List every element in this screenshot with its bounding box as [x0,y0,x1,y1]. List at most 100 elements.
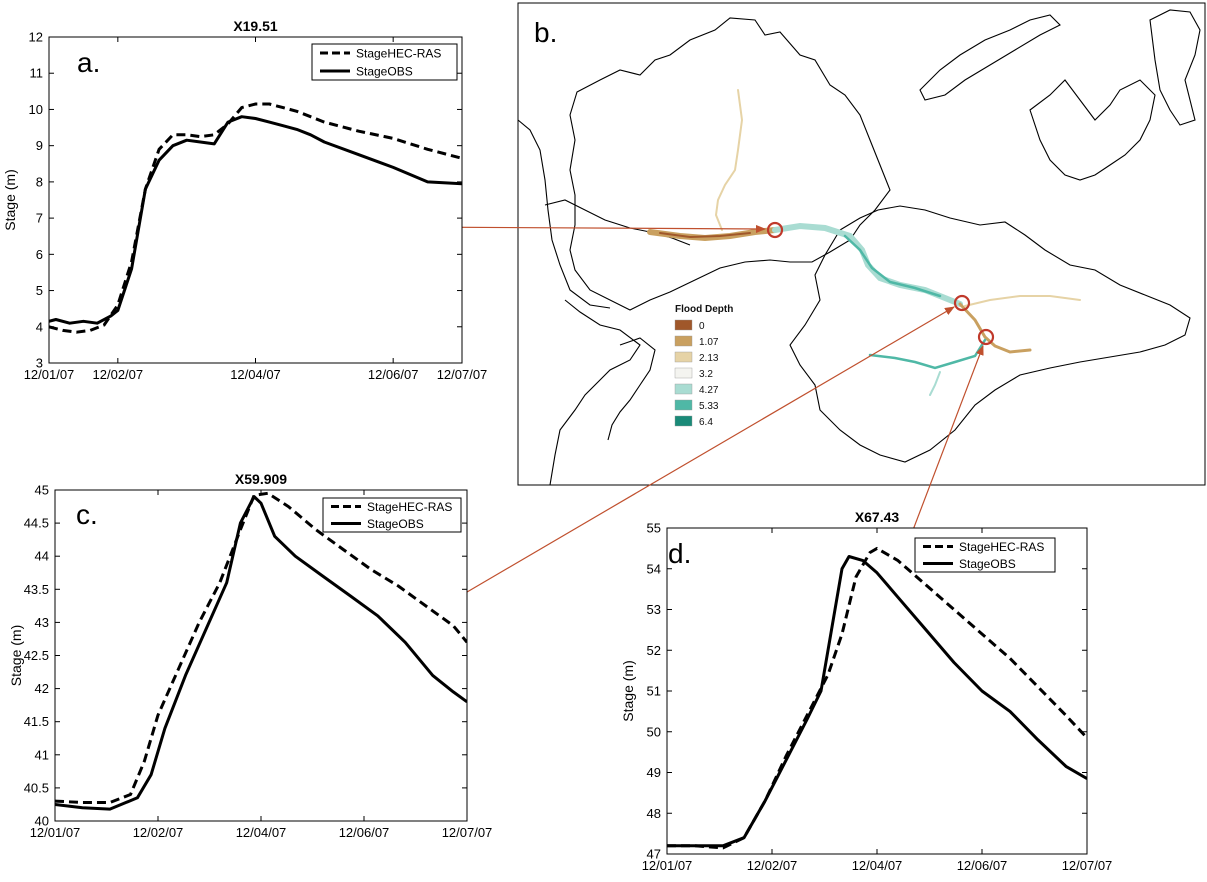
gauge-marker-x67 [977,328,995,346]
y-tick-label-d: 50 [647,724,661,739]
flood-extent [647,89,1081,396]
flood-depth-label: 2.13 [699,353,719,364]
panel-letter-a: a. [77,47,100,78]
legend-a: StageHEC-RAS StageOBS [311,43,458,81]
y-tick-label-c: 41.5 [24,714,49,729]
x-tick-label-a: 12/07/07 [437,367,488,382]
chart-title-d: X67.43 [855,509,900,525]
flood-depth-label: 6.4 [699,417,713,428]
x-tick-label-c: 12/07/07 [442,825,493,840]
chart-title-c: X59.909 [235,471,287,487]
legend-c: StageHEC-RAS StageOBS [322,497,462,533]
x-tick-label-c: 12/04/07 [236,825,287,840]
y-tick-label-c: 43.5 [24,582,49,597]
y-tick-label-a: 5 [36,283,43,298]
y-tick-label-a: 9 [36,138,43,153]
y-tick-label-a: 12 [29,30,43,45]
peninsula-2 [1029,79,1156,181]
panel-letter-c: c. [76,499,98,530]
y-tick-label-d: 55 [647,521,661,536]
x-tick-label-a: 12/06/07 [368,367,419,382]
gauge-marker-x59 [953,294,971,312]
y-tick-label-d: 53 [647,602,661,617]
flood-depth-swatch [674,415,693,427]
y-tick-label-d: 48 [647,806,661,821]
series-line-hec-ras-a [49,102,462,334]
legend-label-hec-ras-a: StageHEC-RAS [356,47,441,61]
x-tick-label-a: 12/02/07 [93,367,144,382]
legend-label-obs-a: StageOBS [356,65,413,79]
y-axis-label-c: Stage (m) [8,625,24,686]
y-tick-label-c: 41 [35,747,49,762]
coast-south [549,299,641,486]
flood-depth-swatch [674,351,693,363]
flood-depth-label: 0 [699,321,705,332]
peninsula-3 [1149,9,1201,126]
x-tick-label-d: 12/02/07 [747,858,798,873]
y-tick-label-d: 52 [647,643,661,658]
y-tick-label-d: 47 [647,847,661,862]
y-tick-label-a: 10 [29,102,43,117]
gauge-markers [766,221,995,346]
legend-box-a [311,43,458,81]
y-tick-label-d: 51 [647,684,661,699]
gauge-marker-x19 [766,221,784,239]
flood-depth-label: 5.33 [699,401,719,412]
tributary-north [714,89,744,231]
plot-area-d [666,527,1088,855]
y-tick-label-a: 6 [36,247,43,262]
chart-panel-c: X59.909 c. 40 40.5 41 41.5 42 42.5 43 43.5 44 44.5 4… [8,471,492,840]
connector-a-to-map [407,224,766,233]
legend-label-hec-ras-c: StageHEC-RAS [367,500,452,514]
legend-label-obs-c: StageOBS [367,517,424,531]
y-tick-label-a: 11 [30,66,44,81]
coast-strip [517,119,611,309]
y-tick-label-a: 7 [36,211,43,226]
main-channel-west-core [659,232,751,239]
flood-depth-label: 3.2 [699,369,713,380]
legend-label-obs-d: StageOBS [959,557,1016,571]
main-channel-mid-deep [843,234,942,298]
x-tick-label-d: 12/06/07 [957,858,1008,873]
tributary-south-2 [929,371,941,396]
flood-map-panel: b. [517,2,1206,486]
y-axis-label-a: Stage (m) [2,169,18,230]
flood-depth-legend-title: Flood Depth [675,304,733,315]
watershed-south [789,205,1191,463]
bay-outline [607,337,656,441]
flood-depth-swatch [674,383,693,395]
series-line-obs-c [55,495,467,811]
x-tick-label-a: 12/04/07 [230,367,281,382]
y-tick-label-a: 3 [36,356,43,371]
y-axis-label-d: Stage (m) [620,660,636,721]
y-tick-label-c: 42 [35,681,49,696]
flood-depth-swatch [674,367,693,379]
y-tick-label-c: 42.5 [24,648,49,663]
y-tick-label-c: 44 [35,549,49,564]
series-line-obs-a [49,115,462,325]
x-tick-label-a: 12/01/07 [24,367,75,382]
panel-letter-b: b. [534,17,557,48]
chart-panel-a: X19.51 a. 3 4 5 6 7 8 9 10 11 12 12/01/07 12/02/07 12/… [2,18,487,382]
y-tick-label-c: 40.5 [24,780,49,795]
x-tick-label-c: 12/01/07 [30,825,81,840]
x-tick-label-d: 12/01/07 [642,858,693,873]
peninsula-1 [919,14,1061,101]
y-tick-label-d: 54 [647,561,661,576]
watershed-boundaries [517,9,1201,486]
y-tick-label-a: 8 [36,174,43,189]
legend-label-hec-ras-d: StageHEC-RAS [959,540,1044,554]
flood-depth-swatch [674,399,693,411]
map-frame [517,2,1206,486]
x-tick-label-c: 12/06/07 [339,825,390,840]
legend-box-d [914,537,1056,573]
tributary-south [868,338,987,370]
chart-panel-d: X67.43 d. 47 48 49 50 51 52 53 54 55 12/01/07 12/02/… [620,509,1112,873]
x-tick-label-c: 12/02/07 [133,825,184,840]
y-tick-label-c: 40 [35,814,49,829]
legend-box-c [322,497,462,533]
x-tick-label-d: 12/07/07 [1062,858,1113,873]
connector-c-to-map [449,306,955,603]
flood-depth-swatch [674,319,693,331]
